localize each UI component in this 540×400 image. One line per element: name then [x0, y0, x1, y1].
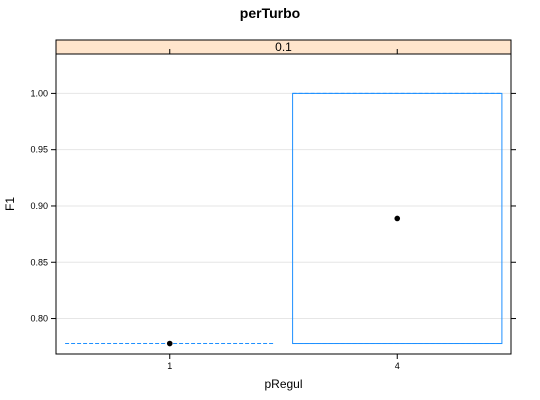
- box-median-point: [166, 340, 173, 347]
- x-tick-label: 4: [395, 361, 400, 371]
- box-4: [292, 92, 503, 345]
- chart-title: perTurbo: [240, 5, 300, 21]
- y-tick-label: 0.85: [30, 257, 48, 267]
- plot-frame: [55, 53, 512, 355]
- y-tick-label: 0.95: [30, 145, 48, 155]
- axis-ticks: 0.80 0.85 0.90 0.95 1.00 1 4: [30, 49, 516, 371]
- y-tick-label: 0.80: [30, 314, 48, 324]
- y-axis-label: F1: [3, 197, 17, 211]
- x-axis-label: pRegul: [264, 377, 302, 391]
- panel-strip-label: 0.1: [275, 40, 292, 54]
- gridlines: [56, 92, 511, 320]
- box-median-point: [394, 215, 401, 222]
- box-1: [65, 340, 275, 347]
- y-tick-label: 0.90: [30, 201, 48, 211]
- box-marks: [65, 92, 503, 347]
- x-tick-label: 1: [167, 361, 172, 371]
- y-tick-label: 1.00: [30, 88, 48, 98]
